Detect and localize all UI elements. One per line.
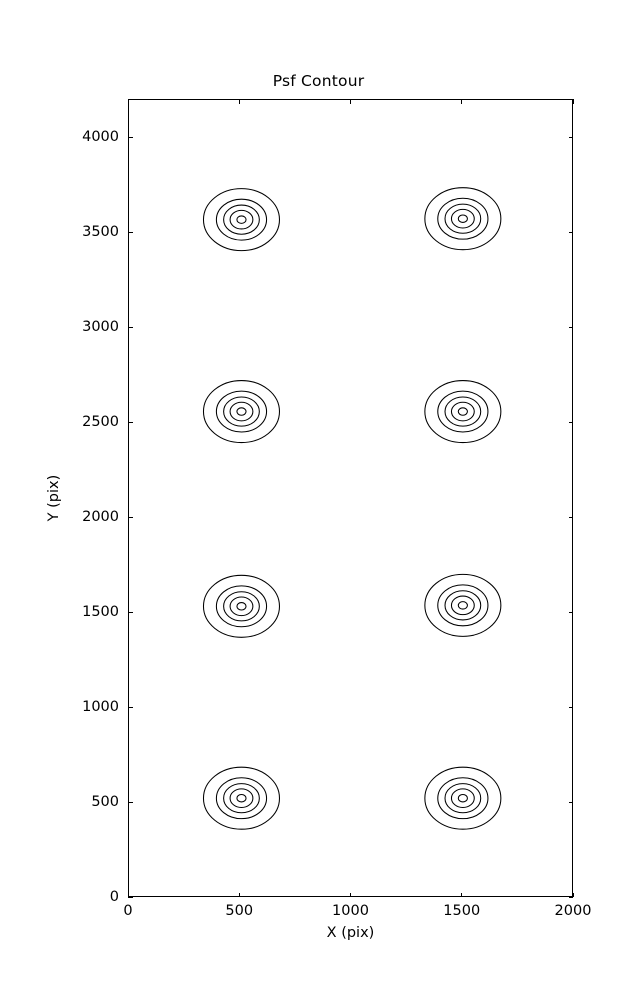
contour-level-3 bbox=[444, 783, 482, 814]
psf-contour-group bbox=[202, 766, 281, 830]
psf-contour-group bbox=[424, 187, 502, 251]
contour-level-1 bbox=[424, 187, 502, 251]
x-tick-mark bbox=[127, 892, 129, 897]
axes-frame bbox=[128, 99, 573, 897]
y-tick-label: 3000 bbox=[82, 319, 119, 335]
contour-level-4 bbox=[450, 788, 475, 809]
contour-level-3 bbox=[223, 783, 260, 814]
y-tick-label: 1000 bbox=[82, 699, 119, 715]
x-tick-mark-top bbox=[461, 99, 463, 104]
psf-contour-group bbox=[424, 766, 502, 830]
contour-level-2 bbox=[215, 777, 268, 820]
y-tick-mark-right bbox=[568, 801, 573, 803]
contour-level-1 bbox=[202, 188, 281, 252]
x-tick-label: 2000 bbox=[554, 903, 592, 919]
contour-level-5 bbox=[236, 793, 247, 803]
contour-level-4 bbox=[450, 208, 475, 229]
y-tick-mark-right bbox=[568, 421, 573, 423]
y-tick-mark bbox=[128, 326, 133, 328]
y-tick-mark-right bbox=[568, 231, 573, 233]
y-tick-mark bbox=[128, 231, 133, 233]
contour-level-2 bbox=[215, 585, 268, 628]
x-tick-mark-top bbox=[350, 99, 351, 104]
y-tick-mark bbox=[128, 706, 133, 708]
contour-level-5 bbox=[457, 407, 468, 416]
contour-level-3 bbox=[444, 203, 482, 234]
contour-level-3 bbox=[223, 204, 260, 235]
contour-level-1 bbox=[202, 380, 281, 444]
y-tick-mark-right bbox=[568, 516, 573, 518]
x-tick-mark-top bbox=[127, 99, 129, 104]
contour-level-3 bbox=[223, 396, 260, 427]
y-tick-mark-right bbox=[568, 896, 573, 898]
y-tick-mark-right bbox=[568, 136, 573, 138]
contour-level-5 bbox=[457, 793, 468, 803]
contour-level-3 bbox=[444, 396, 482, 427]
page-title: Psf Contour bbox=[272, 72, 365, 90]
y-tick-label: 4000 bbox=[82, 129, 119, 145]
x-tick-mark-top bbox=[238, 99, 240, 104]
y-tick-mark-right bbox=[568, 706, 573, 708]
psf-contour-group bbox=[202, 574, 281, 638]
contour-level-4 bbox=[229, 788, 254, 809]
x-tick-label: 1500 bbox=[443, 903, 481, 919]
y-tick-label: 500 bbox=[91, 794, 119, 810]
contour-level-5 bbox=[457, 601, 468, 610]
contour-level-2 bbox=[215, 390, 268, 433]
contour-level-2 bbox=[215, 198, 268, 241]
x-tick-mark bbox=[238, 892, 240, 897]
y-tick-label: 2500 bbox=[82, 414, 119, 430]
plot-axes bbox=[128, 99, 573, 897]
contour-level-4 bbox=[450, 401, 475, 422]
contour-level-5 bbox=[457, 214, 468, 223]
contour-level-2 bbox=[437, 390, 489, 433]
y-tick-mark-right bbox=[568, 326, 573, 328]
y-tick-label: 1500 bbox=[82, 604, 119, 620]
contour-level-1 bbox=[424, 380, 502, 444]
contour-level-2 bbox=[437, 777, 489, 820]
x-axis-label: X (pix) bbox=[326, 925, 375, 941]
contour-level-4 bbox=[450, 595, 475, 616]
contour-level-1 bbox=[202, 574, 281, 638]
contour-plot-layer bbox=[202, 187, 502, 830]
x-tick-label: 0 bbox=[123, 903, 133, 919]
contour-level-4 bbox=[229, 401, 254, 422]
contour-level-1 bbox=[202, 766, 281, 830]
y-tick-mark-right bbox=[568, 611, 573, 613]
contour-level-3 bbox=[223, 591, 260, 622]
contour-level-1 bbox=[424, 573, 502, 637]
y-tick-mark bbox=[128, 896, 133, 898]
y-axis-label: Y (pix) bbox=[46, 474, 62, 522]
contour-level-5 bbox=[236, 215, 247, 224]
contour-level-4 bbox=[229, 596, 254, 617]
y-tick-mark bbox=[128, 516, 133, 518]
x-tick-mark bbox=[572, 892, 574, 897]
psf-contour-group bbox=[424, 380, 502, 444]
contour-level-4 bbox=[229, 209, 254, 230]
psf-contour-group bbox=[202, 380, 281, 444]
y-tick-mark bbox=[128, 801, 133, 803]
contour-level-2 bbox=[437, 584, 489, 627]
contour-level-3 bbox=[444, 590, 482, 621]
x-tick-label: 500 bbox=[225, 903, 254, 919]
y-tick-mark bbox=[128, 136, 133, 138]
y-tick-label: 2000 bbox=[82, 509, 119, 525]
y-tick-label: 3500 bbox=[82, 224, 119, 240]
y-tick-mark bbox=[128, 421, 133, 423]
x-tick-mark bbox=[461, 892, 463, 897]
y-tick-mark bbox=[128, 611, 133, 613]
psf-contour-group bbox=[202, 188, 281, 252]
x-tick-mark bbox=[350, 892, 351, 897]
contour-level-1 bbox=[424, 766, 502, 830]
contour-level-5 bbox=[236, 407, 247, 416]
contour-level-2 bbox=[437, 197, 489, 240]
x-tick-label: 1000 bbox=[332, 903, 369, 919]
psf-contour-group bbox=[424, 573, 502, 637]
y-tick-label: 0 bbox=[109, 889, 119, 905]
contour-level-5 bbox=[236, 602, 247, 611]
x-tick-mark-top bbox=[572, 99, 574, 104]
